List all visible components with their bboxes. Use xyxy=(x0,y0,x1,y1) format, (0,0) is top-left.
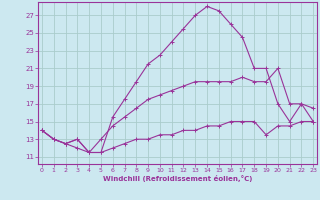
X-axis label: Windchill (Refroidissement éolien,°C): Windchill (Refroidissement éolien,°C) xyxy=(103,175,252,182)
